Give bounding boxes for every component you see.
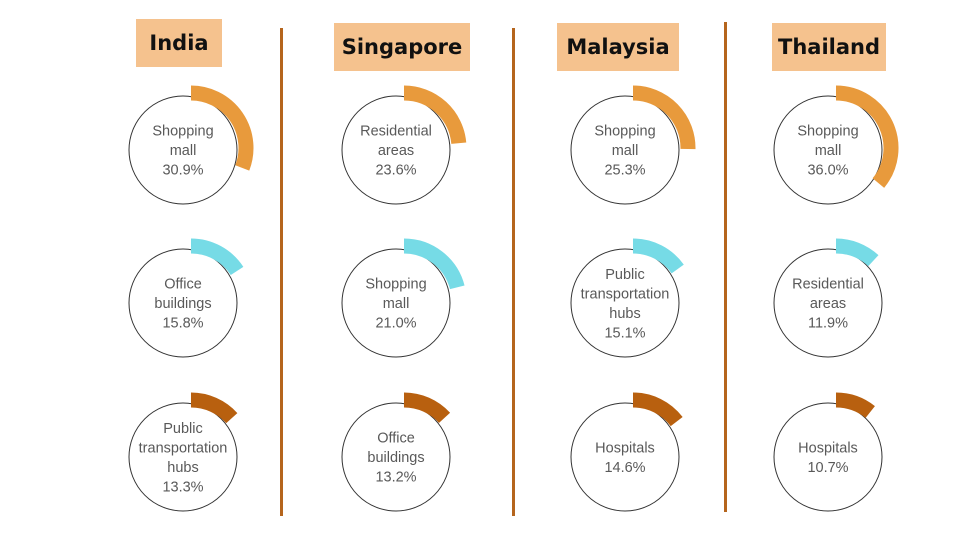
donut-value-arc: [632, 238, 684, 274]
donut-base-circle: [341, 248, 451, 358]
donut-base-circle: [570, 248, 680, 358]
donut-value-label: 15.1%: [604, 325, 645, 341]
donut-category-label: Shopping: [152, 124, 213, 140]
donut-value-label: 10.7%: [807, 460, 848, 476]
donut-value-label: 21.0%: [375, 316, 416, 332]
donut-value-arc: [190, 392, 238, 424]
donut-category-label: Shopping: [594, 124, 655, 140]
donut-category-label: Office: [377, 431, 415, 447]
donut-category-label: areas: [810, 296, 846, 312]
column-divider: [280, 28, 283, 516]
donut-label: Public transportation hubs 13.3%: [139, 421, 228, 496]
donut-base-circle: [128, 402, 238, 512]
donut-category-label: mall: [170, 143, 197, 159]
donut-value-arc: [403, 392, 451, 424]
donut-label: Residential areas 11.9%: [792, 277, 864, 332]
donut-value-arc: [835, 392, 875, 419]
donut-base-circle: [570, 95, 680, 205]
donut-value-label: 13.3%: [162, 479, 203, 495]
donut-value-label: 15.8%: [162, 316, 203, 332]
donut-base-circle: [128, 95, 238, 205]
column-divider: [724, 22, 727, 512]
donut-category-label: Hospitals: [798, 440, 858, 456]
donut-category-label: Residential: [792, 277, 864, 293]
donut-thailand-hospitals: Hospitals 10.7%: [773, 392, 883, 512]
donut-category-label: buildings: [154, 296, 211, 312]
donut-value-label: 36.0%: [807, 163, 848, 179]
donut-label: Office buildings 13.2%: [367, 431, 424, 486]
donut-category-label: hubs: [167, 460, 198, 476]
donut-category-label: Hospitals: [595, 440, 655, 456]
donut-label: Hospitals 14.6%: [595, 440, 655, 476]
donut-value-label: 25.3%: [604, 163, 645, 179]
donut-value-arc: [190, 238, 244, 276]
donut-category-label: Shopping: [365, 277, 426, 293]
donut-label: Public transportation hubs 15.1%: [581, 267, 670, 342]
donut-value-arc: [835, 85, 899, 188]
donut-value-arc: [190, 85, 254, 171]
donut-value-arc: [403, 85, 467, 145]
donut-value-arc: [632, 85, 696, 150]
donut-category-label: mall: [383, 296, 410, 312]
donut-label: Hospitals 10.7%: [798, 440, 858, 476]
donut-base-circle: [570, 402, 680, 512]
donut-label: Shopping mall 21.0%: [365, 277, 426, 332]
donut-india-public-transportation-hubs: Public transportation hubs 13.3%: [128, 392, 238, 512]
donut-category-label: Shopping: [797, 124, 858, 140]
donut-category-label: transportation: [581, 286, 670, 302]
country-header-malaysia: Malaysia: [557, 23, 679, 71]
donut-label: Residential areas 23.6%: [360, 124, 432, 179]
donut-category-label: areas: [378, 143, 414, 159]
donut-label: Shopping mall 25.3%: [594, 124, 655, 179]
donut-label: Shopping mall 30.9%: [152, 124, 213, 179]
donut-category-label: Public: [605, 267, 645, 283]
donut-base-circle: [773, 402, 883, 512]
donut-value-arc: [835, 238, 879, 267]
donut-thailand-residential-areas: Residential areas 11.9%: [773, 238, 883, 358]
donut-malaysia-public-transportation-hubs: Public transportation hubs 15.1%: [570, 238, 684, 358]
country-header-thailand: Thailand: [772, 23, 886, 71]
donut-singapore-residential-areas: Residential areas 23.6%: [341, 85, 467, 205]
donut-value-label: 13.2%: [375, 470, 416, 486]
donut-value-label: 11.9%: [808, 316, 848, 332]
donut-category-label: mall: [612, 143, 639, 159]
donut-category-label: Residential: [360, 124, 432, 140]
donut-malaysia-hospitals: Hospitals 14.6%: [570, 392, 683, 512]
donut-value-arc: [632, 392, 683, 427]
donut-india-shopping-mall: Shopping mall 30.9%: [128, 85, 254, 205]
donut-category-label: Public: [163, 421, 203, 437]
donut-category-label: buildings: [367, 450, 424, 466]
column-divider: [512, 28, 515, 516]
donut-base-circle: [341, 402, 451, 512]
donut-value-label: 30.9%: [162, 163, 203, 179]
donut-india-office-buildings: Office buildings 15.8%: [128, 238, 244, 358]
donut-label: Shopping mall 36.0%: [797, 124, 858, 179]
donut-base-circle: [341, 95, 451, 205]
donut-base-circle: [773, 95, 883, 205]
donut-value-label: 14.6%: [604, 460, 645, 476]
donut-base-circle: [128, 248, 238, 358]
donut-malaysia-shopping-mall: Shopping mall 25.3%: [570, 85, 696, 205]
donut-thailand-shopping-mall: Shopping mall 36.0%: [773, 85, 899, 205]
donut-category-label: Office: [164, 277, 202, 293]
donut-category-label: mall: [815, 143, 842, 159]
donut-category-label: hubs: [609, 306, 640, 322]
donut-category-label: transportation: [139, 440, 228, 456]
donut-base-circle: [773, 248, 883, 358]
country-header-india: India: [136, 19, 222, 67]
donut-singapore-office-buildings: Office buildings 13.2%: [341, 392, 451, 512]
country-header-singapore: Singapore: [334, 23, 470, 71]
donut-value-arc: [403, 238, 465, 290]
donut-singapore-shopping-mall: Shopping mall 21.0%: [341, 238, 465, 358]
donut-label: Office buildings 15.8%: [154, 277, 211, 332]
donut-value-label: 23.6%: [375, 163, 416, 179]
